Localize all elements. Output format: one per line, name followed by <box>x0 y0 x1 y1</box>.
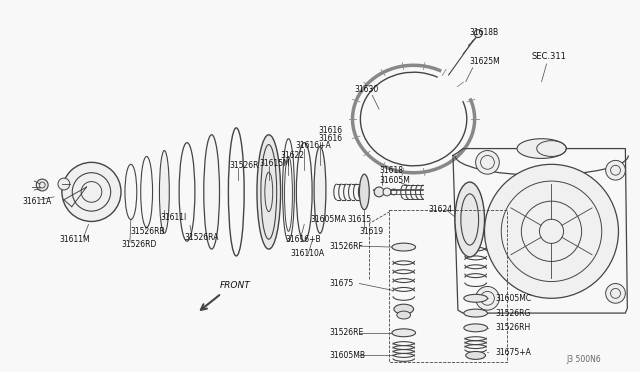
Circle shape <box>484 164 618 298</box>
Circle shape <box>476 286 499 310</box>
Circle shape <box>374 187 384 197</box>
Text: 31526RF: 31526RF <box>330 241 364 251</box>
Ellipse shape <box>360 174 369 210</box>
Circle shape <box>605 283 625 303</box>
Ellipse shape <box>517 139 566 158</box>
Text: 31526RA: 31526RA <box>184 233 219 242</box>
Ellipse shape <box>455 182 484 257</box>
Text: FRONT: FRONT <box>220 281 250 290</box>
Ellipse shape <box>204 135 220 249</box>
Text: 316110A: 316110A <box>291 250 324 259</box>
Circle shape <box>58 178 70 190</box>
Text: 31611I: 31611I <box>161 213 187 222</box>
Text: 31625M: 31625M <box>470 57 500 66</box>
Text: 31616+A: 31616+A <box>296 141 331 150</box>
Ellipse shape <box>466 352 486 359</box>
Text: 31616+B: 31616+B <box>285 235 321 244</box>
Circle shape <box>383 188 391 196</box>
Ellipse shape <box>464 309 488 317</box>
Ellipse shape <box>159 151 170 233</box>
Circle shape <box>36 179 48 191</box>
Text: 31615: 31615 <box>348 215 372 224</box>
Circle shape <box>476 151 499 174</box>
Ellipse shape <box>314 147 326 233</box>
Text: 31630: 31630 <box>355 85 379 94</box>
Text: 31619: 31619 <box>360 227 383 236</box>
Circle shape <box>62 162 121 221</box>
Text: 31616: 31616 <box>318 126 342 135</box>
Text: 31675+A: 31675+A <box>495 348 531 357</box>
Text: 31526R: 31526R <box>229 161 259 170</box>
Text: 31526RH: 31526RH <box>495 323 531 332</box>
Text: 31675: 31675 <box>330 279 354 288</box>
Text: 31624: 31624 <box>428 205 452 214</box>
Ellipse shape <box>464 294 488 302</box>
Text: 31611A: 31611A <box>22 197 52 206</box>
Text: 31622: 31622 <box>280 151 305 160</box>
Text: 31605MA: 31605MA <box>310 215 346 224</box>
Text: 31605M: 31605M <box>379 176 410 185</box>
Text: 31526RD: 31526RD <box>121 240 156 248</box>
Text: 31526RE: 31526RE <box>330 328 364 337</box>
Ellipse shape <box>464 324 488 332</box>
Text: SEC.311: SEC.311 <box>532 52 566 61</box>
Ellipse shape <box>392 243 415 251</box>
Text: 31526RG: 31526RG <box>495 308 531 318</box>
Text: 31618B: 31618B <box>470 28 499 37</box>
Text: 31615M: 31615M <box>259 159 290 168</box>
Text: 31605MB: 31605MB <box>330 351 366 360</box>
Circle shape <box>605 160 625 180</box>
Ellipse shape <box>257 135 280 249</box>
Text: 31618: 31618 <box>379 166 403 175</box>
Ellipse shape <box>394 304 413 314</box>
Text: 31526RB: 31526RB <box>131 227 166 236</box>
Ellipse shape <box>397 311 411 319</box>
Text: 31611M: 31611M <box>59 235 90 244</box>
Text: 31616: 31616 <box>318 134 342 143</box>
Text: 31605MC: 31605MC <box>495 294 531 303</box>
Circle shape <box>474 30 482 38</box>
Text: J3 500N6: J3 500N6 <box>566 355 601 364</box>
Ellipse shape <box>392 329 415 337</box>
